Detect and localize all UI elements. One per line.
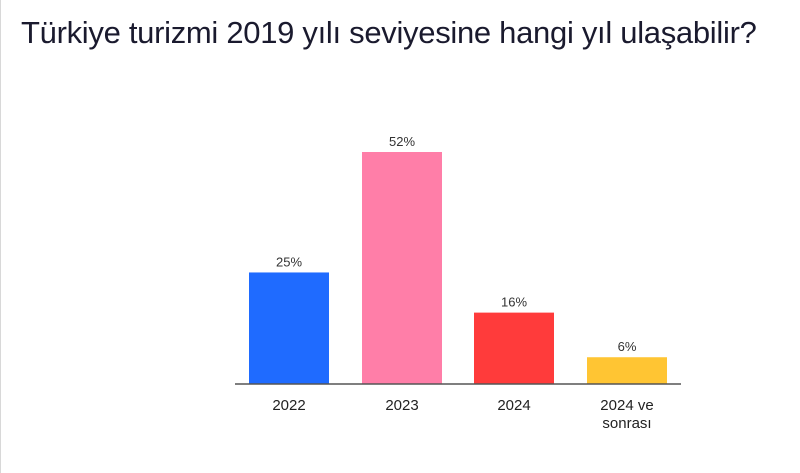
value-label: 6%: [618, 339, 637, 354]
bar-2023: [362, 152, 442, 384]
x-tick-label: 2023: [385, 397, 418, 414]
bar-2022: [249, 272, 329, 384]
value-label: 25%: [276, 254, 302, 269]
x-tick-label: 2022: [272, 397, 305, 414]
x-tick-label: 2024: [497, 397, 530, 414]
bar-2024-ve-sonrası: [587, 357, 667, 384]
value-label: 52%: [389, 134, 415, 149]
x-tick-label: 2024 ve sonrası: [600, 397, 653, 432]
chart-title: Türkiye turizmi 2019 yılı seviyesine han…: [21, 15, 757, 50]
value-label: 16%: [501, 295, 527, 310]
bar-2024: [474, 312, 554, 384]
